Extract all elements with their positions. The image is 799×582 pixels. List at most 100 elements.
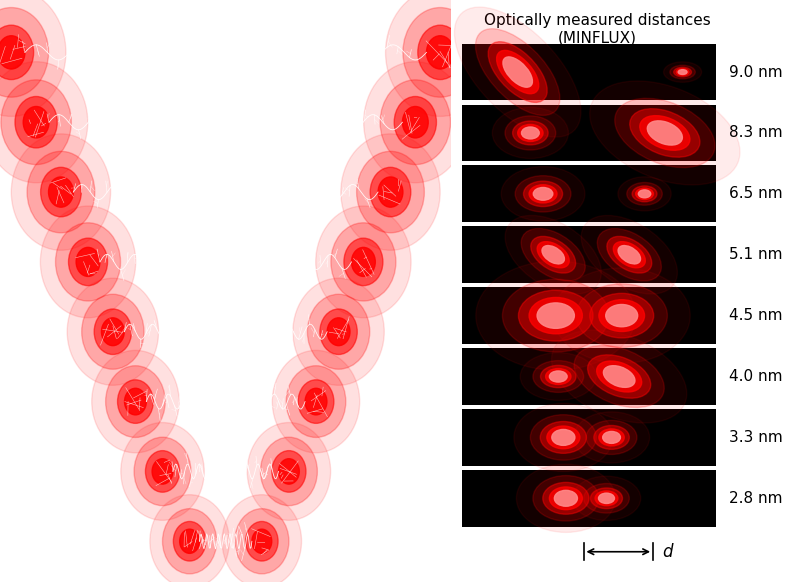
Ellipse shape	[356, 151, 424, 233]
Ellipse shape	[518, 125, 543, 141]
Ellipse shape	[537, 303, 574, 328]
Ellipse shape	[516, 464, 615, 533]
Ellipse shape	[523, 181, 562, 207]
Ellipse shape	[542, 246, 564, 264]
Ellipse shape	[595, 491, 618, 506]
Ellipse shape	[125, 388, 146, 415]
Ellipse shape	[222, 495, 301, 582]
Ellipse shape	[92, 350, 179, 453]
Ellipse shape	[27, 151, 95, 233]
Ellipse shape	[0, 62, 88, 183]
Ellipse shape	[674, 68, 691, 77]
Ellipse shape	[15, 97, 58, 148]
Text: 4.5 nm: 4.5 nm	[729, 308, 783, 323]
Ellipse shape	[553, 268, 690, 363]
Ellipse shape	[293, 278, 384, 385]
Ellipse shape	[117, 380, 153, 423]
Ellipse shape	[145, 450, 180, 492]
Ellipse shape	[134, 437, 191, 506]
Ellipse shape	[380, 80, 451, 165]
Ellipse shape	[11, 134, 110, 250]
Ellipse shape	[537, 242, 569, 268]
Text: $d$: $d$	[662, 543, 674, 560]
Ellipse shape	[555, 491, 578, 506]
Ellipse shape	[552, 430, 575, 445]
Ellipse shape	[505, 215, 602, 294]
Ellipse shape	[41, 168, 81, 217]
Ellipse shape	[647, 121, 682, 145]
Ellipse shape	[394, 97, 436, 148]
Ellipse shape	[618, 177, 671, 211]
Ellipse shape	[475, 29, 560, 115]
Text: 8.3 nm: 8.3 nm	[729, 126, 783, 140]
Ellipse shape	[427, 36, 454, 69]
Ellipse shape	[533, 475, 599, 521]
Ellipse shape	[546, 368, 571, 385]
Ellipse shape	[69, 238, 108, 286]
Ellipse shape	[121, 423, 205, 520]
Ellipse shape	[316, 206, 411, 318]
Ellipse shape	[173, 521, 206, 561]
Ellipse shape	[614, 98, 715, 168]
Text: Optically measured distances
(MINFLUX): Optically measured distances (MINFLUX)	[484, 13, 711, 45]
Ellipse shape	[403, 8, 477, 97]
Ellipse shape	[540, 421, 586, 453]
Ellipse shape	[327, 318, 350, 346]
Ellipse shape	[370, 168, 411, 217]
Ellipse shape	[298, 380, 334, 423]
Ellipse shape	[1, 80, 71, 165]
Ellipse shape	[455, 7, 581, 137]
Ellipse shape	[0, 8, 49, 97]
Ellipse shape	[162, 509, 217, 574]
Ellipse shape	[344, 238, 383, 286]
Bar	[462, 409, 716, 466]
Ellipse shape	[320, 309, 357, 354]
Ellipse shape	[94, 309, 132, 354]
Ellipse shape	[676, 69, 689, 76]
Text: 6.5 nm: 6.5 nm	[729, 186, 783, 201]
Bar	[462, 105, 716, 161]
Ellipse shape	[550, 371, 567, 382]
Ellipse shape	[503, 57, 532, 87]
Ellipse shape	[235, 509, 289, 574]
Ellipse shape	[638, 190, 650, 198]
Ellipse shape	[23, 107, 49, 138]
Bar	[462, 470, 716, 527]
Ellipse shape	[519, 290, 593, 341]
Ellipse shape	[55, 223, 121, 301]
Ellipse shape	[279, 459, 300, 484]
Ellipse shape	[572, 476, 641, 520]
Ellipse shape	[614, 242, 646, 268]
Ellipse shape	[590, 81, 740, 185]
Ellipse shape	[305, 388, 327, 415]
Ellipse shape	[501, 166, 585, 221]
Ellipse shape	[626, 183, 662, 205]
Ellipse shape	[543, 482, 589, 514]
Ellipse shape	[76, 247, 100, 276]
Ellipse shape	[41, 206, 136, 318]
Ellipse shape	[418, 25, 463, 80]
Ellipse shape	[520, 353, 596, 400]
Ellipse shape	[599, 429, 624, 446]
Ellipse shape	[352, 247, 376, 276]
Ellipse shape	[607, 236, 652, 273]
Ellipse shape	[514, 403, 613, 471]
Text: 9.0 nm: 9.0 nm	[729, 65, 783, 80]
Ellipse shape	[587, 355, 650, 398]
Ellipse shape	[533, 361, 583, 392]
Ellipse shape	[531, 236, 575, 273]
Ellipse shape	[505, 116, 556, 150]
Ellipse shape	[81, 294, 144, 369]
Ellipse shape	[576, 284, 667, 347]
Ellipse shape	[521, 229, 585, 281]
Ellipse shape	[364, 62, 467, 183]
Ellipse shape	[531, 415, 596, 460]
Ellipse shape	[515, 176, 571, 212]
Ellipse shape	[574, 412, 650, 463]
Bar	[462, 348, 716, 405]
Ellipse shape	[522, 127, 539, 139]
Ellipse shape	[594, 425, 630, 449]
Ellipse shape	[540, 365, 576, 388]
Ellipse shape	[49, 177, 74, 207]
Ellipse shape	[150, 495, 229, 582]
